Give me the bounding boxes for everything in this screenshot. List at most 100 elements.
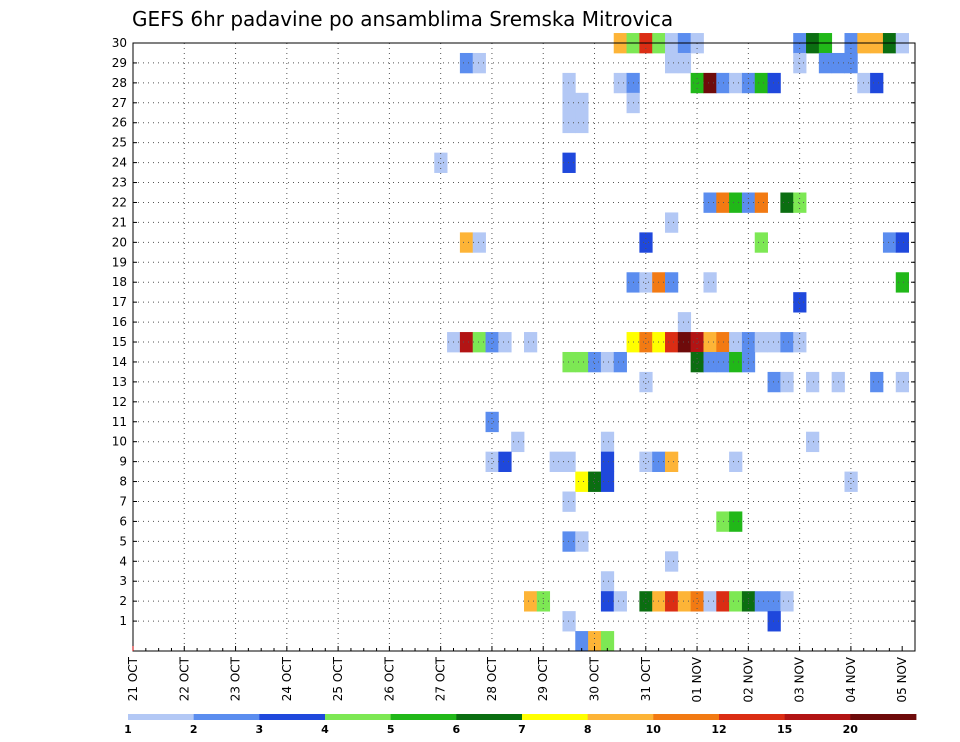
precip-cell	[895, 371, 909, 393]
precip-cell	[562, 531, 576, 552]
precip-cell	[613, 351, 627, 373]
precip-cell	[754, 591, 768, 612]
precip-cell	[767, 591, 781, 612]
y-tick-label: 1	[119, 614, 127, 628]
precip-cell	[895, 232, 909, 253]
colorbar-swatch	[653, 714, 720, 720]
precip-cell	[665, 332, 679, 353]
y-tick-label: 23	[112, 176, 127, 190]
precip-cell	[665, 551, 679, 572]
x-tick-label: 23 OCT	[229, 656, 243, 701]
precip-cell	[729, 591, 743, 612]
precip-cell	[600, 591, 615, 612]
precip-cell	[793, 192, 807, 213]
colorbar-label: 4	[321, 723, 329, 736]
colorbar-swatch	[587, 714, 654, 720]
y-tick-label: 8	[119, 475, 127, 489]
y-tick-label: 11	[112, 415, 127, 429]
precip-cell	[498, 451, 512, 472]
precip-cell	[575, 92, 589, 114]
colorbar-label: 15	[777, 723, 792, 736]
precip-cell	[485, 411, 499, 433]
precip-cell	[472, 232, 486, 253]
precip-cell	[844, 471, 858, 492]
y-tick-label: 9	[119, 455, 127, 469]
precip-cell	[485, 332, 499, 353]
colorbar-label: 3	[255, 723, 263, 736]
precip-cell	[600, 571, 615, 592]
precip-cell	[754, 72, 768, 94]
y-tick-label: 7	[119, 494, 127, 508]
plot-frame	[132, 42, 916, 652]
precip-cell	[677, 332, 692, 353]
x-tick-label: 30 OCT	[588, 656, 602, 701]
y-tick-label: 26	[112, 116, 127, 130]
y-tick-label: 27	[112, 96, 127, 110]
precip-cell	[690, 591, 704, 612]
y-tick-label: 4	[119, 554, 127, 568]
precip-cell	[562, 72, 576, 94]
colorbar-label: 20	[843, 723, 859, 736]
precip-cell	[677, 312, 692, 333]
colorbar-label: 5	[387, 723, 395, 736]
y-tick-label: 5	[119, 534, 127, 548]
precip-cell	[562, 152, 576, 173]
precip-cell	[485, 451, 499, 472]
precip-cell	[459, 332, 474, 353]
colorbar-label: 1	[124, 723, 132, 736]
colorbar-swatch	[784, 714, 851, 720]
precip-cell	[562, 611, 576, 632]
precip-cell	[613, 72, 627, 94]
precip-cell	[639, 591, 653, 612]
precip-cell	[690, 351, 704, 373]
precip-cell	[472, 52, 486, 74]
chart-title: GEFS 6hr padavine po ansamblima Sremska …	[132, 7, 673, 31]
precip-cell	[562, 92, 576, 114]
precip-cell	[703, 192, 717, 213]
precip-cell	[767, 332, 781, 353]
precip-cell	[780, 371, 794, 393]
precip-cell	[575, 471, 589, 492]
colorbar-swatch	[193, 714, 260, 720]
colorbar-legend: 1 2 3 4 5 6 7 8 10 12 15 20	[124, 714, 917, 736]
precip-cell	[767, 611, 781, 632]
precip-cell	[665, 591, 679, 612]
precip-cell	[793, 292, 807, 313]
y-tick-label: 16	[112, 315, 127, 329]
x-tick-label: 26 OCT	[382, 656, 396, 701]
precip-cell	[767, 72, 781, 94]
x-axis: 21 OCT 22 OCT 23 OCT 24 OCT 25 OCT 26 OCT 27 O…	[126, 646, 909, 703]
y-tick-label: 6	[119, 514, 127, 528]
precip-cell	[703, 332, 717, 353]
precip-cell	[716, 351, 730, 373]
y-tick-label: 15	[112, 335, 127, 349]
precip-cell	[600, 431, 615, 453]
precip-cell	[562, 351, 576, 373]
precip-cell	[600, 631, 615, 652]
y-tick-label: 12	[112, 395, 127, 409]
precip-cell	[677, 52, 692, 74]
precip-cell	[639, 451, 653, 472]
precip-cell	[665, 272, 679, 293]
precip-cell	[703, 591, 717, 612]
precip-cell	[639, 272, 653, 293]
precip-cell	[818, 52, 833, 74]
y-tick-label: 13	[112, 375, 127, 389]
y-tick-label: 20	[112, 235, 127, 249]
precip-cell	[613, 591, 627, 612]
colorbar-label: 10	[646, 723, 662, 736]
y-tick-label: 3	[119, 574, 127, 588]
y-tick-label: 24	[112, 156, 127, 170]
precip-cell	[754, 192, 768, 213]
precip-cell	[639, 332, 653, 353]
precip-cell	[716, 511, 730, 532]
precip-cell	[895, 272, 909, 293]
precip-cell	[729, 351, 743, 373]
colorbar-label: 6	[452, 723, 460, 736]
precip-cell	[639, 371, 653, 393]
colorbar-swatch	[456, 714, 523, 720]
precip-cell	[870, 371, 884, 393]
y-tick-label: 29	[112, 56, 127, 70]
colorbar-swatch	[259, 714, 326, 720]
